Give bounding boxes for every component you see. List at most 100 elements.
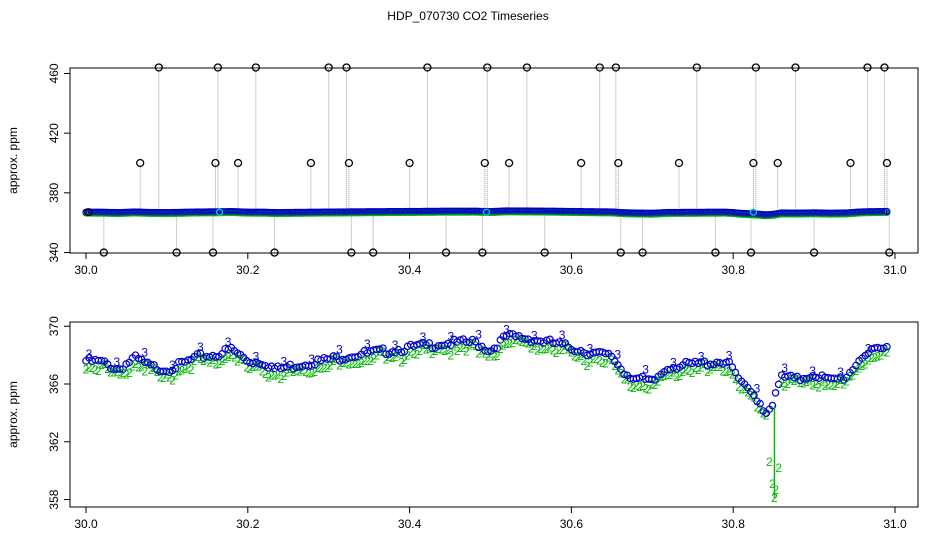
- outlier-point: [711, 248, 720, 257]
- series-2-label: 2: [318, 361, 325, 375]
- series-2-label: 2: [225, 350, 232, 364]
- series-2-label: 2: [247, 362, 254, 376]
- series-2-label: 2: [593, 352, 600, 366]
- series-1-point: [493, 344, 502, 353]
- series-1-point: [648, 375, 656, 384]
- series-2-label: 2: [775, 461, 782, 475]
- y-tick-label: 340: [47, 242, 61, 262]
- series-2-label: 2: [141, 364, 148, 378]
- series-2-label: 2: [83, 363, 90, 377]
- series-1-point: [258, 361, 267, 369]
- outlier-point: [522, 63, 532, 72]
- outlier-point: [846, 158, 855, 168]
- series-2-label: 2: [642, 381, 649, 395]
- series-1-point: [323, 355, 332, 363]
- series-1-point: [697, 358, 706, 366]
- series-1-point: [311, 361, 319, 369]
- series-2-label: 2: [175, 364, 182, 378]
- outlier-point: [576, 158, 586, 168]
- series-2-label: 2: [401, 353, 408, 367]
- series-2-label: 2: [315, 361, 322, 375]
- series-2-label: 2: [636, 380, 643, 394]
- series-2-label: 2: [877, 348, 884, 362]
- series-1-label: 3: [364, 337, 371, 351]
- y-axis-label: approx. ppm: [6, 127, 20, 194]
- highlight-point: [482, 208, 491, 216]
- series-2-label: 2: [596, 353, 603, 367]
- series-2-label: 2: [370, 351, 377, 365]
- series-2-label: 2: [284, 366, 291, 380]
- series-2-label: 2: [179, 364, 186, 378]
- outlier-point: [773, 158, 782, 168]
- series-2-label: 2: [627, 380, 634, 394]
- series-2-label: 2: [531, 339, 538, 353]
- series-2-label: 2: [404, 349, 411, 363]
- series-2-label: 2: [383, 352, 390, 366]
- series-2-label: 2: [683, 362, 690, 376]
- series-1-point: [558, 339, 567, 348]
- series-2-label: 2: [763, 409, 770, 423]
- series-2-label: 2: [655, 375, 662, 389]
- series-1-label: 3: [670, 356, 677, 370]
- series-2-label: 2: [707, 363, 714, 377]
- y-tick-label: 460: [47, 63, 61, 83]
- series-1-label: 3: [754, 381, 761, 395]
- outlier-point: [611, 63, 621, 72]
- series-1-point: [583, 351, 591, 360]
- series-2-label: 2: [599, 356, 606, 370]
- series-2-label: 2: [766, 455, 773, 469]
- series-2-label: 2: [645, 382, 652, 396]
- outlier-point: [751, 63, 761, 72]
- series-2-label: 2: [540, 343, 547, 357]
- series-2-label: 2: [228, 348, 235, 362]
- series-1-point: [474, 343, 483, 352]
- series-2-label: 2: [86, 361, 93, 375]
- series-2-label: 2: [302, 365, 309, 379]
- series-1-point: [280, 363, 288, 372]
- series-2-label: 2: [751, 391, 758, 405]
- x-tick-label: 30.0: [74, 517, 98, 531]
- series-2-label: 2: [828, 378, 835, 392]
- outlier-point: [504, 158, 514, 168]
- outlier-point: [692, 63, 701, 72]
- series-1-point: [883, 207, 891, 216]
- series-2-label: 2: [129, 360, 136, 374]
- series-1-point: [462, 338, 471, 346]
- outlier-point: [347, 248, 356, 257]
- series-2-label: 2: [819, 375, 826, 389]
- series-2-label: 2: [494, 349, 501, 363]
- series-2-label: 2: [812, 377, 819, 391]
- series-1-point: [329, 352, 338, 360]
- top-plot-frame: [69, 67, 919, 254]
- series-1-label: 3: [225, 335, 232, 349]
- series-2-label: 2: [92, 363, 99, 377]
- series-2-label: 2: [243, 360, 250, 374]
- series-2-label: 2: [336, 358, 343, 372]
- series-2-label: 2: [389, 351, 396, 365]
- series-2-label: 2: [460, 341, 467, 355]
- series-2-label: 2: [485, 349, 492, 363]
- outlier-point: [84, 208, 93, 217]
- y-tick-label: 420: [47, 123, 61, 143]
- series-2-label: 2: [590, 352, 597, 366]
- outlier-point: [99, 248, 108, 257]
- series-2-label: 2: [321, 361, 328, 375]
- series-1-point: [171, 364, 180, 373]
- x-tick-label: 30.8: [722, 263, 746, 277]
- series-1-point: [768, 401, 777, 410]
- outlier-point: [638, 248, 647, 257]
- outlier-point: [208, 248, 218, 257]
- series-2-label: 2: [547, 341, 554, 355]
- series-2-label: 2: [444, 343, 451, 357]
- series-2-label: 2: [308, 366, 315, 380]
- series-2-label: 2: [785, 377, 792, 391]
- series-2-label: 2: [305, 367, 312, 381]
- series-2-label: 2: [182, 362, 189, 376]
- series-1-label: 3: [503, 322, 510, 336]
- series-1-label: 3: [698, 349, 705, 363]
- outlier-point: [441, 248, 451, 257]
- series-2-label: 2: [738, 382, 745, 396]
- series-1-point: [379, 344, 387, 352]
- series-2-label: 2: [441, 344, 448, 358]
